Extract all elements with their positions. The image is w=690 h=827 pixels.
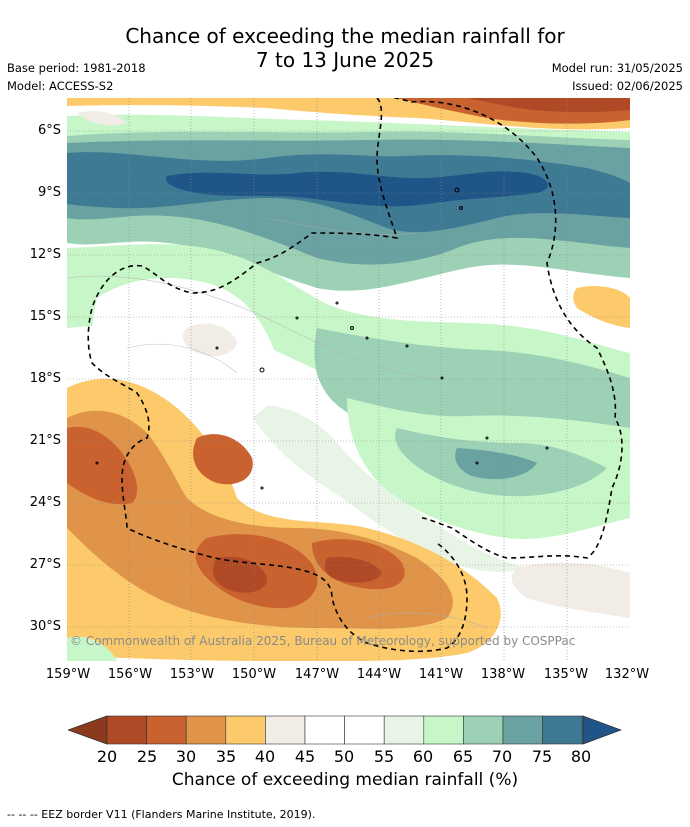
colorbar-cell — [265, 715, 306, 745]
lon-label-159w: 159°W — [45, 667, 91, 682]
title-line-2: 7 to 13 June 2025 — [255, 48, 435, 72]
colorbar-under-arrow — [68, 715, 108, 745]
colorbar-title: Chance of exceeding median rainfall (%) — [171, 770, 519, 790]
lat-label-24s: 24°S — [29, 495, 61, 510]
colorbar-cell — [542, 715, 583, 745]
colorbar-cell — [106, 715, 147, 745]
model-run: Model run: 31/05/2025 — [551, 61, 683, 75]
colorbar-tick-60: 60 — [412, 747, 434, 766]
colorbar-cell — [185, 715, 227, 745]
lat-label-12s: 12°S — [29, 247, 61, 262]
eez-border — [87, 98, 623, 653]
lat-label-27s: 27°S — [29, 557, 61, 572]
colorbar-tick-30: 30 — [175, 747, 197, 766]
lat-label-21s: 21°S — [29, 433, 61, 448]
eez-footnote: -- -- -- EEZ border V11 (Flanders Marine… — [7, 808, 316, 821]
lon-label-156w: 156°W — [107, 667, 153, 682]
colorbar-tick-40: 40 — [254, 747, 276, 766]
meta-left: Base period: 1981-2018 Model: ACCESS-S2 — [7, 59, 146, 95]
base-period: Base period: 1981-2018 — [7, 61, 146, 75]
colorbar-cell — [423, 715, 464, 745]
lon-label-141w: 141°W — [418, 667, 464, 682]
colorbar-cell — [383, 715, 425, 745]
lat-label-18s: 18°S — [29, 371, 61, 386]
colorbar-cell — [304, 715, 345, 745]
colorbar-tick-75: 75 — [531, 747, 553, 766]
colorbar-tick-25: 25 — [136, 747, 158, 766]
lon-label-150w: 150°W — [231, 667, 277, 682]
meta-right: Model run: 31/05/2025 Issued: 02/06/2025 — [552, 59, 683, 95]
colorbar-tick-50: 50 — [333, 747, 355, 766]
lat-label-30s: 30°S — [29, 619, 61, 634]
colorbar-cell — [344, 715, 385, 745]
title-line-1: Chance of exceeding the median rainfall … — [125, 24, 565, 48]
graticule — [67, 98, 630, 661]
lon-label-153w: 153°W — [169, 667, 215, 682]
issued-date: Issued: 02/06/2025 — [572, 79, 683, 93]
copyright-notice: © Commonwealth of Australia 2025, Bureau… — [70, 634, 576, 648]
lon-label-138w: 138°W — [480, 667, 526, 682]
map-title: Chance of exceeding the median rainfall … — [0, 24, 690, 72]
lon-label-147w: 147°W — [294, 667, 340, 682]
colorbar-over-arrow — [582, 715, 622, 745]
lat-label-6s: 6°S — [37, 123, 61, 138]
lon-label-135w: 135°W — [543, 667, 589, 682]
islands — [95, 187, 549, 490]
colorbar-tick-35: 35 — [215, 747, 237, 766]
colorbar-cell — [502, 715, 543, 745]
colorbar-cell — [146, 715, 187, 745]
rainfall-map — [67, 98, 630, 661]
colorbar — [68, 715, 622, 745]
lon-label-132w: 132°W — [604, 667, 650, 682]
lat-label-15s: 15°S — [29, 309, 61, 324]
colorbar-tick-70: 70 — [491, 747, 513, 766]
lat-label-9s: 9°S — [37, 185, 61, 200]
colorbar-cell — [225, 715, 266, 745]
colorbar-cell — [463, 715, 504, 745]
colorbar-tick-80: 80 — [570, 747, 592, 766]
model-name: Model: ACCESS-S2 — [7, 79, 114, 93]
lon-label-144w: 144°W — [356, 667, 402, 682]
probability-field — [67, 98, 630, 661]
colorbar-tick-20: 20 — [96, 747, 118, 766]
colorbar-tick-45: 45 — [294, 747, 316, 766]
colorbar-tick-65: 65 — [452, 747, 474, 766]
colorbar-tick-55: 55 — [373, 747, 395, 766]
